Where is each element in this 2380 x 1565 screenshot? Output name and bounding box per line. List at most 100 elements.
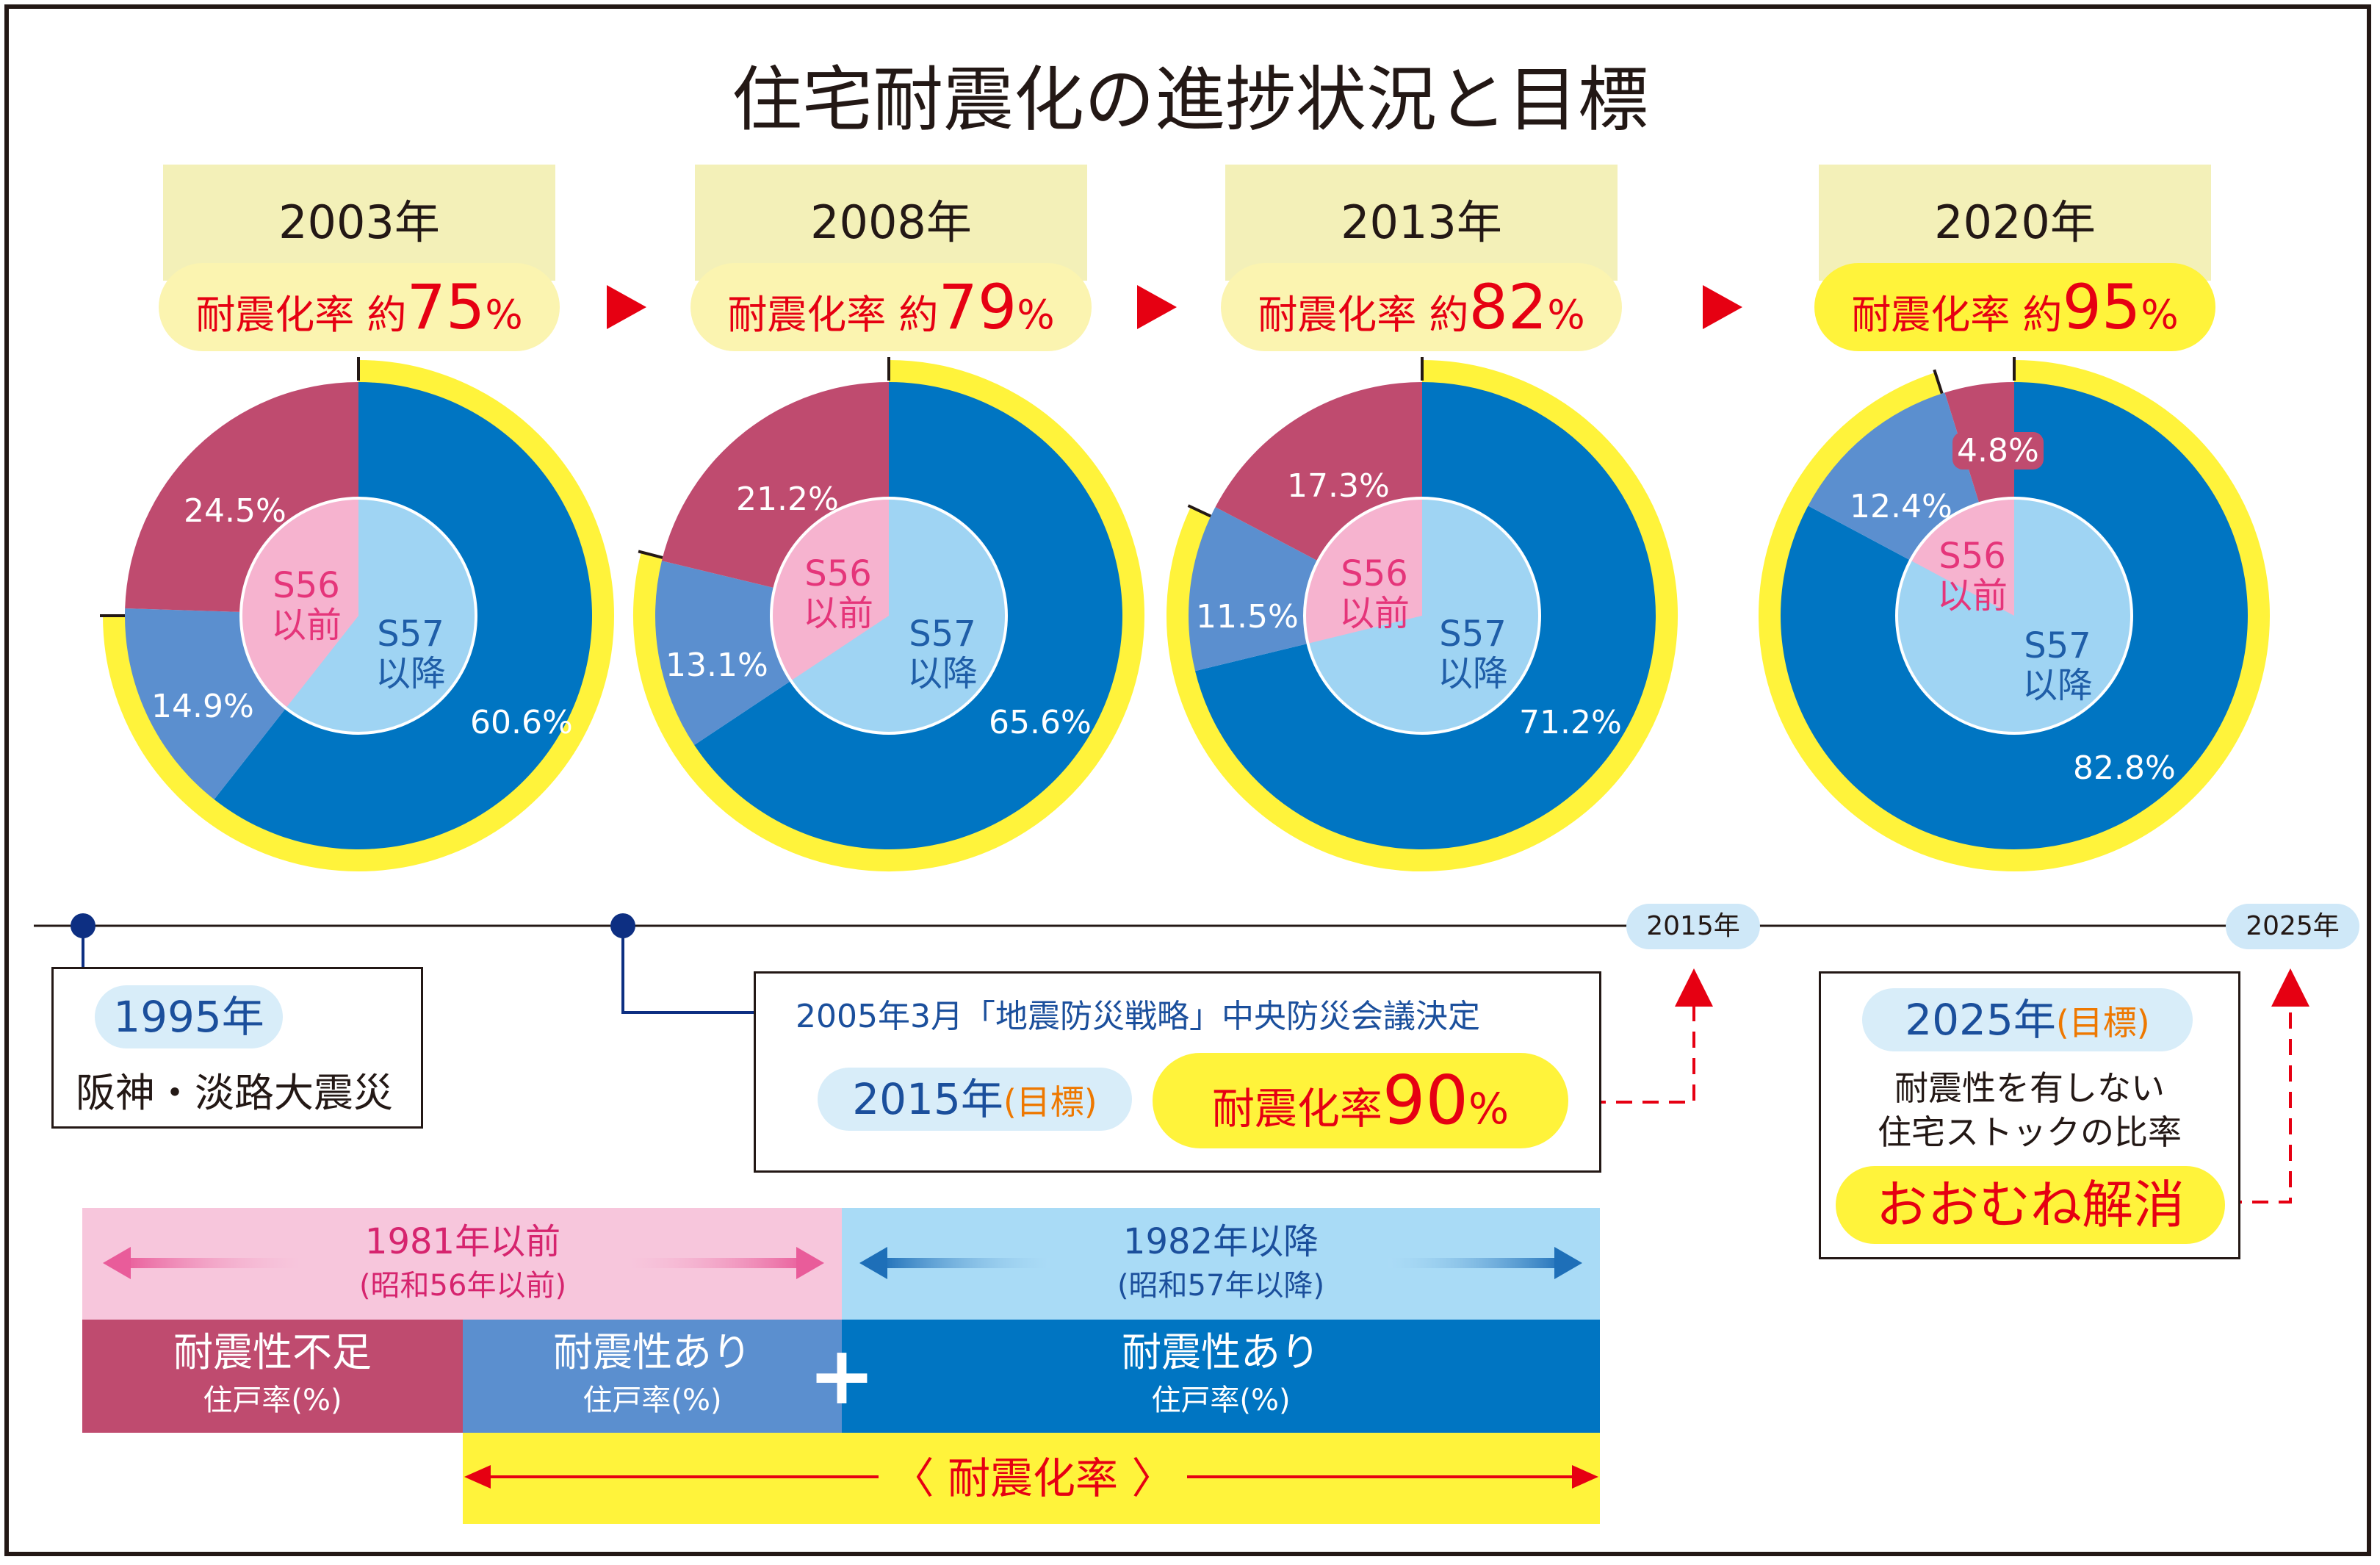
inner-old bbox=[771, 498, 889, 681]
cell-seismic-old bbox=[463, 1320, 842, 1433]
inner-outline bbox=[1895, 497, 2133, 735]
inner-label-old-2013: S56 以前 bbox=[1338, 553, 1410, 634]
goal-2025-year-pill: 2025年(目標) bbox=[1862, 988, 2193, 1051]
rate-pill-2008: 耐震化率 約79% bbox=[690, 263, 1092, 351]
year-box-2008: 2008年 bbox=[695, 165, 1087, 281]
donut-2008年 bbox=[633, 357, 1144, 871]
rate-percent: % bbox=[1017, 292, 1055, 338]
rate-prefix: 耐震化率 約 bbox=[195, 292, 407, 338]
rate-value: 79 bbox=[938, 271, 1017, 343]
event-2005-text: 2005年3月「地震防災戦略」中央防災会議決定 bbox=[796, 998, 1480, 1035]
donut-2013年 bbox=[1166, 357, 1678, 871]
rate-pill-2003: 耐震化率 約75% bbox=[159, 263, 560, 351]
blue-arrow-right-shaft bbox=[1388, 1258, 1565, 1268]
cell-seismic-new bbox=[842, 1320, 1600, 1433]
blue-arrow-left-head bbox=[859, 1247, 887, 1279]
goal-2025-year: 2025年 bbox=[1905, 995, 2056, 1045]
seismic-rate-ring bbox=[1759, 360, 2270, 871]
inner-old bbox=[241, 498, 358, 708]
goal-2015-rate-value: 90 bbox=[1382, 1061, 1468, 1140]
rate-value: 82 bbox=[1468, 271, 1548, 343]
cell-no-seismic-l1: 耐震性不足 bbox=[173, 1329, 372, 1375]
slice-label-2013-new: 71.2% bbox=[1519, 704, 1622, 741]
seismic-rate-ring bbox=[633, 360, 1144, 871]
step-arrow-2 bbox=[1137, 285, 1177, 329]
goal-2025-dash bbox=[2226, 999, 2292, 1204]
goal-2025-text2: 住宅ストックの比率 bbox=[1878, 1112, 2182, 1152]
legend-after-1982-l1: 1982年以降 bbox=[1122, 1221, 1319, 1262]
plus-sign: + bbox=[807, 1328, 876, 1422]
rate-bracket-label: 〈 耐震化率 〉 bbox=[891, 1453, 1175, 1503]
slice-label-2020-oldok: 12.4% bbox=[1850, 488, 1952, 525]
inner-outline bbox=[239, 497, 477, 735]
blue-arrow-left-shaft bbox=[881, 1258, 1050, 1268]
rate-prefix: 耐震化率 約 bbox=[727, 292, 939, 338]
rate-prefix: 耐震化率 約 bbox=[1258, 292, 1469, 338]
goal-2015-label: (目標) bbox=[1003, 1082, 1097, 1122]
rate-percent: % bbox=[2141, 292, 2179, 338]
goal-2025-text1: 耐震性を有しない bbox=[1894, 1068, 2165, 1108]
inner-label-new-2008: S57 以降 bbox=[906, 614, 978, 694]
seismic-rate-ring bbox=[1166, 360, 1678, 871]
seismic-rate-ring bbox=[103, 360, 614, 871]
inner-label-old-2003: S56 以前 bbox=[270, 565, 342, 646]
inner-label-old-2020: S56 以前 bbox=[1936, 536, 2008, 616]
rate-value: 75 bbox=[406, 271, 486, 343]
goal-2025-box: 2025年(目標) 耐震性を有しない 住宅ストックの比率 おおむね解消 bbox=[1819, 971, 2240, 1259]
slice-label-2003-oldok: 14.9% bbox=[151, 688, 254, 725]
inner-old bbox=[1305, 498, 1422, 644]
goal-2025-arrowhead bbox=[2271, 968, 2309, 1007]
rate-arrow-left-head bbox=[464, 1465, 491, 1489]
goal-2015-year-pill: 2015年(目標) bbox=[818, 1068, 1132, 1131]
pink-arrow-right-shaft bbox=[630, 1258, 807, 1268]
goal-2015-rate-pill: 耐震化率90% bbox=[1153, 1053, 1568, 1148]
page-title: 住宅耐震化の進捗状況と目標 bbox=[732, 59, 1648, 141]
goal-2015-arrowhead bbox=[1675, 968, 1713, 1007]
event-1995-year: 1995年 bbox=[95, 985, 283, 1048]
step-arrow-1 bbox=[607, 285, 646, 329]
slice-label-2008-oldok: 13.1% bbox=[666, 647, 768, 684]
inner-outline bbox=[1303, 497, 1541, 735]
connector-2005 bbox=[621, 926, 754, 1014]
slice-label-2013-oldok: 11.5% bbox=[1196, 598, 1299, 636]
slice-label-2008-deficit: 21.2% bbox=[736, 481, 839, 518]
ring-end-tick bbox=[1187, 504, 1212, 518]
slice-label-2008-new: 65.6% bbox=[989, 704, 1092, 741]
goal-2025-result: おおむね解消 bbox=[1836, 1166, 2225, 1244]
year-box-2003: 2003年 bbox=[163, 165, 555, 281]
donut-2020年 bbox=[1759, 357, 2270, 871]
goal-2015-rate-pct: % bbox=[1468, 1084, 1510, 1134]
cell-seismic-new-l1: 耐震性あり bbox=[1122, 1329, 1320, 1375]
pink-arrow-right-head bbox=[796, 1247, 824, 1279]
event-2005-box: 2005年3月「地震防災戦略」中央防災会議決定 2015年(目標) 耐震化率90… bbox=[754, 971, 1601, 1173]
year-box-2020: 2020年 bbox=[1819, 165, 2211, 281]
cell-no-seismic-l2: 住戸率(%) bbox=[203, 1384, 342, 1417]
legend-after-1982-l2: (昭和57年以降) bbox=[1117, 1269, 1325, 1303]
ring-end-tick bbox=[638, 550, 663, 559]
legend-before-1981-l1: 1981年以前 bbox=[364, 1221, 561, 1262]
outer-frame bbox=[4, 4, 2371, 1556]
slice-label-2013-deficit: 17.3% bbox=[1287, 467, 1390, 505]
goal-2015-rate-prefix: 耐震化率 bbox=[1211, 1084, 1382, 1134]
event-1995-text: 阪神・淡路大震災 bbox=[76, 1070, 393, 1116]
donut-2003年 bbox=[100, 357, 614, 871]
rate-arrow-right-head bbox=[1572, 1465, 1598, 1489]
cell-seismic-old-l1: 耐震性あり bbox=[553, 1329, 751, 1375]
inner-label-new-2013: S57 以降 bbox=[1437, 614, 1508, 694]
tag-2015: 2015年 bbox=[1626, 904, 1760, 949]
legend-before-1981-l2: (昭和56年以前) bbox=[358, 1269, 567, 1303]
ring-end-tick bbox=[1933, 369, 1944, 395]
pink-arrow-left-head bbox=[103, 1247, 131, 1279]
inner-old bbox=[1910, 498, 2014, 616]
inner-label-old-2008: S56 以前 bbox=[802, 553, 873, 634]
slice-label-2003-deficit: 24.5% bbox=[184, 492, 286, 530]
rate-pill-2013: 耐震化率 約82% bbox=[1221, 263, 1622, 351]
inner-label-new-2003: S57 以降 bbox=[375, 614, 446, 694]
rate-pill-2020: 耐震化率 約95% bbox=[1814, 263, 2215, 351]
blue-arrow-right-head bbox=[1554, 1247, 1582, 1279]
inner-label-new-2020: S57 以降 bbox=[2022, 625, 2093, 706]
rate-value: 95 bbox=[2062, 271, 2141, 343]
goal-2015-dash bbox=[1563, 999, 1695, 1104]
inner-outline bbox=[770, 497, 1008, 735]
